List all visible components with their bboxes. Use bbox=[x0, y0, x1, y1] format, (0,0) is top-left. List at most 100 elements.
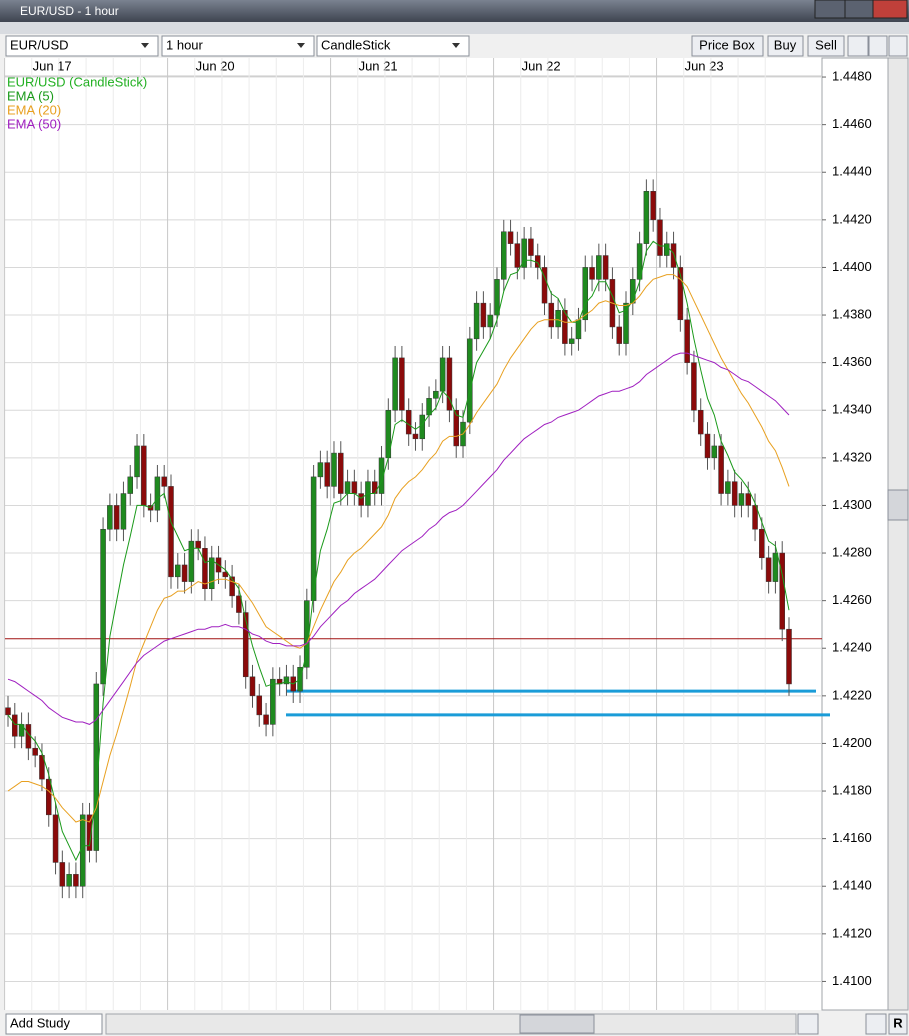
candle-body bbox=[439, 357, 446, 392]
tool-button[interactable] bbox=[888, 35, 908, 57]
horizontal-scrollbar[interactable] bbox=[105, 1013, 797, 1035]
close-button[interactable] bbox=[872, 0, 908, 19]
candle-body bbox=[453, 409, 459, 447]
candle-body bbox=[399, 357, 405, 411]
x-tick-label: Jun 17 bbox=[33, 58, 72, 73]
vertical-scrollbar[interactable] bbox=[887, 57, 909, 1011]
candle-body bbox=[73, 874, 79, 887]
candle-body bbox=[5, 707, 11, 716]
candle-body bbox=[127, 476, 133, 494]
candle-body bbox=[555, 310, 561, 328]
x-tick-label: Jun 21 bbox=[359, 58, 398, 73]
candle-body bbox=[249, 676, 256, 697]
candle-body bbox=[568, 338, 575, 344]
candle-body bbox=[643, 191, 650, 244]
price-axis bbox=[821, 57, 889, 1011]
zoom-in[interactable] bbox=[865, 1013, 887, 1035]
y-tick-label: 1.4480 bbox=[832, 68, 872, 83]
price-box-button[interactable] bbox=[691, 35, 764, 57]
candle-body bbox=[242, 612, 249, 678]
legend-entry: EMA (5) bbox=[7, 88, 54, 103]
button-label: Buy bbox=[774, 37, 797, 52]
candle-body bbox=[562, 310, 568, 344]
candle-body bbox=[371, 481, 378, 494]
y-tick-label: 1.4120 bbox=[832, 925, 872, 940]
candle-body bbox=[473, 302, 480, 340]
candle-body bbox=[514, 243, 521, 268]
candle-body bbox=[188, 540, 195, 582]
h-scroll-thumb[interactable] bbox=[519, 1014, 595, 1034]
candle-body bbox=[202, 548, 208, 589]
y-tick-label: 1.4320 bbox=[832, 449, 872, 464]
y-tick-label: 1.4460 bbox=[832, 116, 872, 131]
candle-body bbox=[52, 814, 59, 863]
add-study-select[interactable] bbox=[5, 1013, 103, 1035]
candle-body bbox=[229, 576, 235, 597]
minimize-button[interactable] bbox=[814, 0, 846, 19]
candle-body bbox=[256, 695, 263, 716]
candle-body bbox=[310, 476, 317, 601]
y-tick-label: 1.4260 bbox=[832, 592, 872, 607]
y-tick-label: 1.4420 bbox=[832, 211, 872, 226]
symbol-select[interactable] bbox=[5, 35, 159, 57]
candle-body bbox=[59, 862, 66, 887]
candle-body bbox=[657, 219, 663, 256]
candle-body bbox=[154, 476, 161, 511]
candle-body bbox=[195, 540, 201, 549]
chart: 1.4100 1.4120 1.4140 1.4160 1.4180 1.4200 1.42… bbox=[4, 58, 872, 1010]
candle-body bbox=[419, 414, 426, 440]
candle-body bbox=[107, 505, 113, 530]
frame bbox=[0, 22, 909, 34]
candle-body bbox=[392, 357, 398, 411]
candle-body bbox=[589, 267, 595, 280]
interval-select[interactable] bbox=[161, 35, 315, 57]
y-tick-label: 1.4440 bbox=[832, 164, 872, 179]
candle-body bbox=[134, 445, 140, 478]
legend-entry: EMA (20) bbox=[7, 102, 61, 117]
chart-style: CandleStick bbox=[321, 37, 391, 52]
candle-body bbox=[66, 874, 72, 887]
candle-body bbox=[283, 676, 290, 685]
y-tick-label: 1.4380 bbox=[832, 306, 872, 321]
tool-button[interactable] bbox=[847, 35, 869, 57]
buy-button[interactable] bbox=[767, 35, 804, 57]
maximize-button[interactable] bbox=[844, 0, 874, 19]
candle-body bbox=[338, 452, 344, 494]
add-study: Add Study bbox=[10, 1015, 70, 1030]
candle-body bbox=[650, 191, 656, 221]
candle-body bbox=[86, 814, 93, 851]
reset-button[interactable] bbox=[888, 1013, 908, 1035]
candle-body bbox=[582, 267, 589, 321]
candle-body bbox=[331, 452, 337, 487]
candle-body bbox=[616, 326, 622, 344]
candle-body bbox=[236, 595, 242, 613]
candle-body bbox=[222, 571, 229, 578]
candle-body bbox=[521, 238, 527, 268]
scroll-thumb[interactable] bbox=[887, 489, 909, 521]
y-tick-label: 1.4240 bbox=[832, 640, 872, 655]
zoom-out[interactable] bbox=[797, 1013, 819, 1035]
x-tick-label: Jun 20 bbox=[196, 58, 235, 73]
candle-body bbox=[378, 457, 385, 494]
button-label: Price Box bbox=[699, 37, 755, 52]
x-tick-label: Jun 22 bbox=[522, 58, 561, 73]
tool-button[interactable] bbox=[868, 35, 888, 57]
candle-body bbox=[772, 552, 779, 582]
y-tick-label: 1.4100 bbox=[832, 973, 872, 988]
y-tick-label: 1.4360 bbox=[832, 354, 872, 369]
style-select[interactable] bbox=[316, 35, 470, 57]
candle-body bbox=[317, 462, 324, 478]
candle-body bbox=[548, 302, 555, 328]
candle-body bbox=[175, 564, 181, 578]
candle-body bbox=[752, 505, 758, 530]
legend-entry: EMA (50) bbox=[7, 116, 61, 131]
candle-body bbox=[725, 481, 731, 494]
candle-body bbox=[738, 493, 745, 506]
y-tick-label: 1.4140 bbox=[832, 878, 872, 893]
candle-body bbox=[602, 255, 609, 280]
candle-body bbox=[704, 433, 711, 459]
candle-body bbox=[433, 390, 439, 399]
candle-body bbox=[412, 433, 419, 440]
candle-body bbox=[718, 445, 724, 494]
sell-button[interactable] bbox=[807, 35, 845, 57]
